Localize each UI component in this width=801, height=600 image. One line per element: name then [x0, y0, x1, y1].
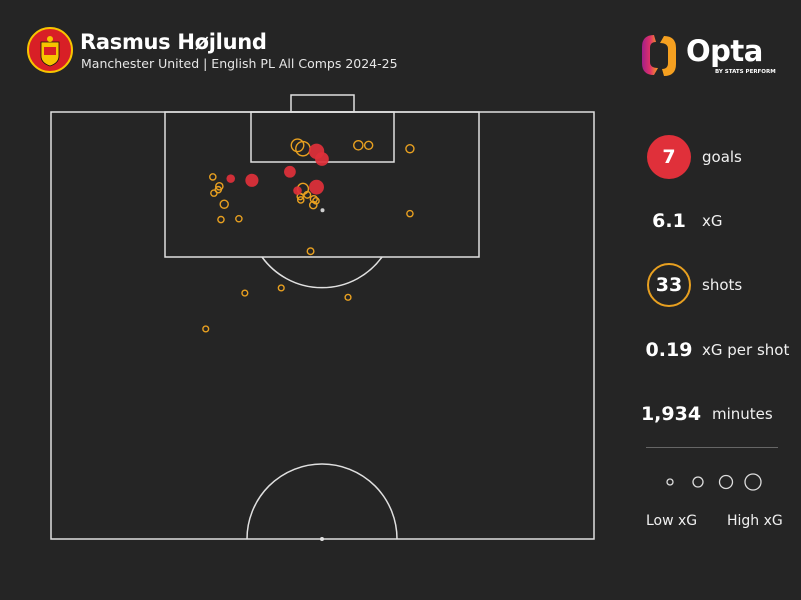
shot-miss [277, 284, 285, 292]
shot-miss [353, 140, 364, 151]
goals-value: 7 [662, 146, 676, 168]
shot-miss [241, 289, 249, 297]
shot-goal [245, 173, 259, 187]
shots-layer [202, 138, 415, 333]
centre-spot [320, 537, 324, 541]
xg-value: 6.1 [652, 210, 686, 232]
shot-miss [406, 209, 414, 218]
player-name: Rasmus Højlund [80, 30, 267, 54]
shot-miss [202, 325, 210, 333]
subtitle: Manchester United | English PL All Comps… [81, 56, 398, 71]
legend-low-label: Low xG [646, 513, 698, 529]
opta-logo-icon [642, 35, 676, 76]
shot-miss [363, 140, 374, 151]
shot-goal [226, 174, 236, 183]
shot-miss [309, 194, 318, 204]
shots-label: shots [702, 276, 743, 294]
shot-miss [215, 181, 224, 191]
shot-miss [217, 215, 225, 224]
shot-miss [210, 189, 218, 197]
opta-byline: BY STATS PERFORM [715, 69, 776, 75]
half-pitch-outline [50, 111, 595, 540]
shot-goal [284, 165, 296, 178]
shot-miss [235, 214, 243, 223]
shot-miss [306, 247, 315, 256]
legend-circle-3 [718, 474, 734, 490]
shot-blocked [320, 208, 325, 213]
legend-circle-2 [692, 476, 704, 488]
shot-miss [296, 196, 305, 204]
xg-size-legend [666, 473, 762, 491]
legend-circle-4 [744, 473, 762, 491]
shots-badge-icon [647, 263, 691, 307]
shot-miss [303, 190, 312, 199]
shot-miss [219, 199, 229, 209]
xg-label: xG [702, 212, 723, 230]
club-crest-logo [27, 27, 73, 73]
shot-goal [309, 179, 324, 195]
opta-brand: Opta [686, 34, 763, 68]
shot-goal [293, 186, 302, 195]
xg-per-shot-label: xG per shot [702, 341, 790, 359]
goal [290, 94, 355, 113]
penalty-arc [261, 256, 383, 289]
legend-circle-1 [666, 478, 674, 486]
xg-per-shot-value: 0.19 [645, 339, 693, 361]
shot-miss [209, 173, 217, 181]
centre-circle [246, 463, 398, 540]
minutes-value: 1,934 [640, 403, 702, 425]
shot-map [50, 94, 595, 541]
shot-miss [344, 293, 352, 301]
legend-high-label: High xG [727, 513, 783, 529]
shot-goal [315, 152, 329, 166]
goals-label: goals [702, 148, 742, 166]
goals-badge-icon [647, 135, 691, 179]
divider [646, 447, 778, 448]
shot-miss [308, 200, 318, 210]
shot-miss [290, 138, 305, 153]
shot-miss [405, 143, 415, 154]
shots-value: 33 [655, 274, 683, 296]
minutes-label: minutes [712, 405, 773, 423]
